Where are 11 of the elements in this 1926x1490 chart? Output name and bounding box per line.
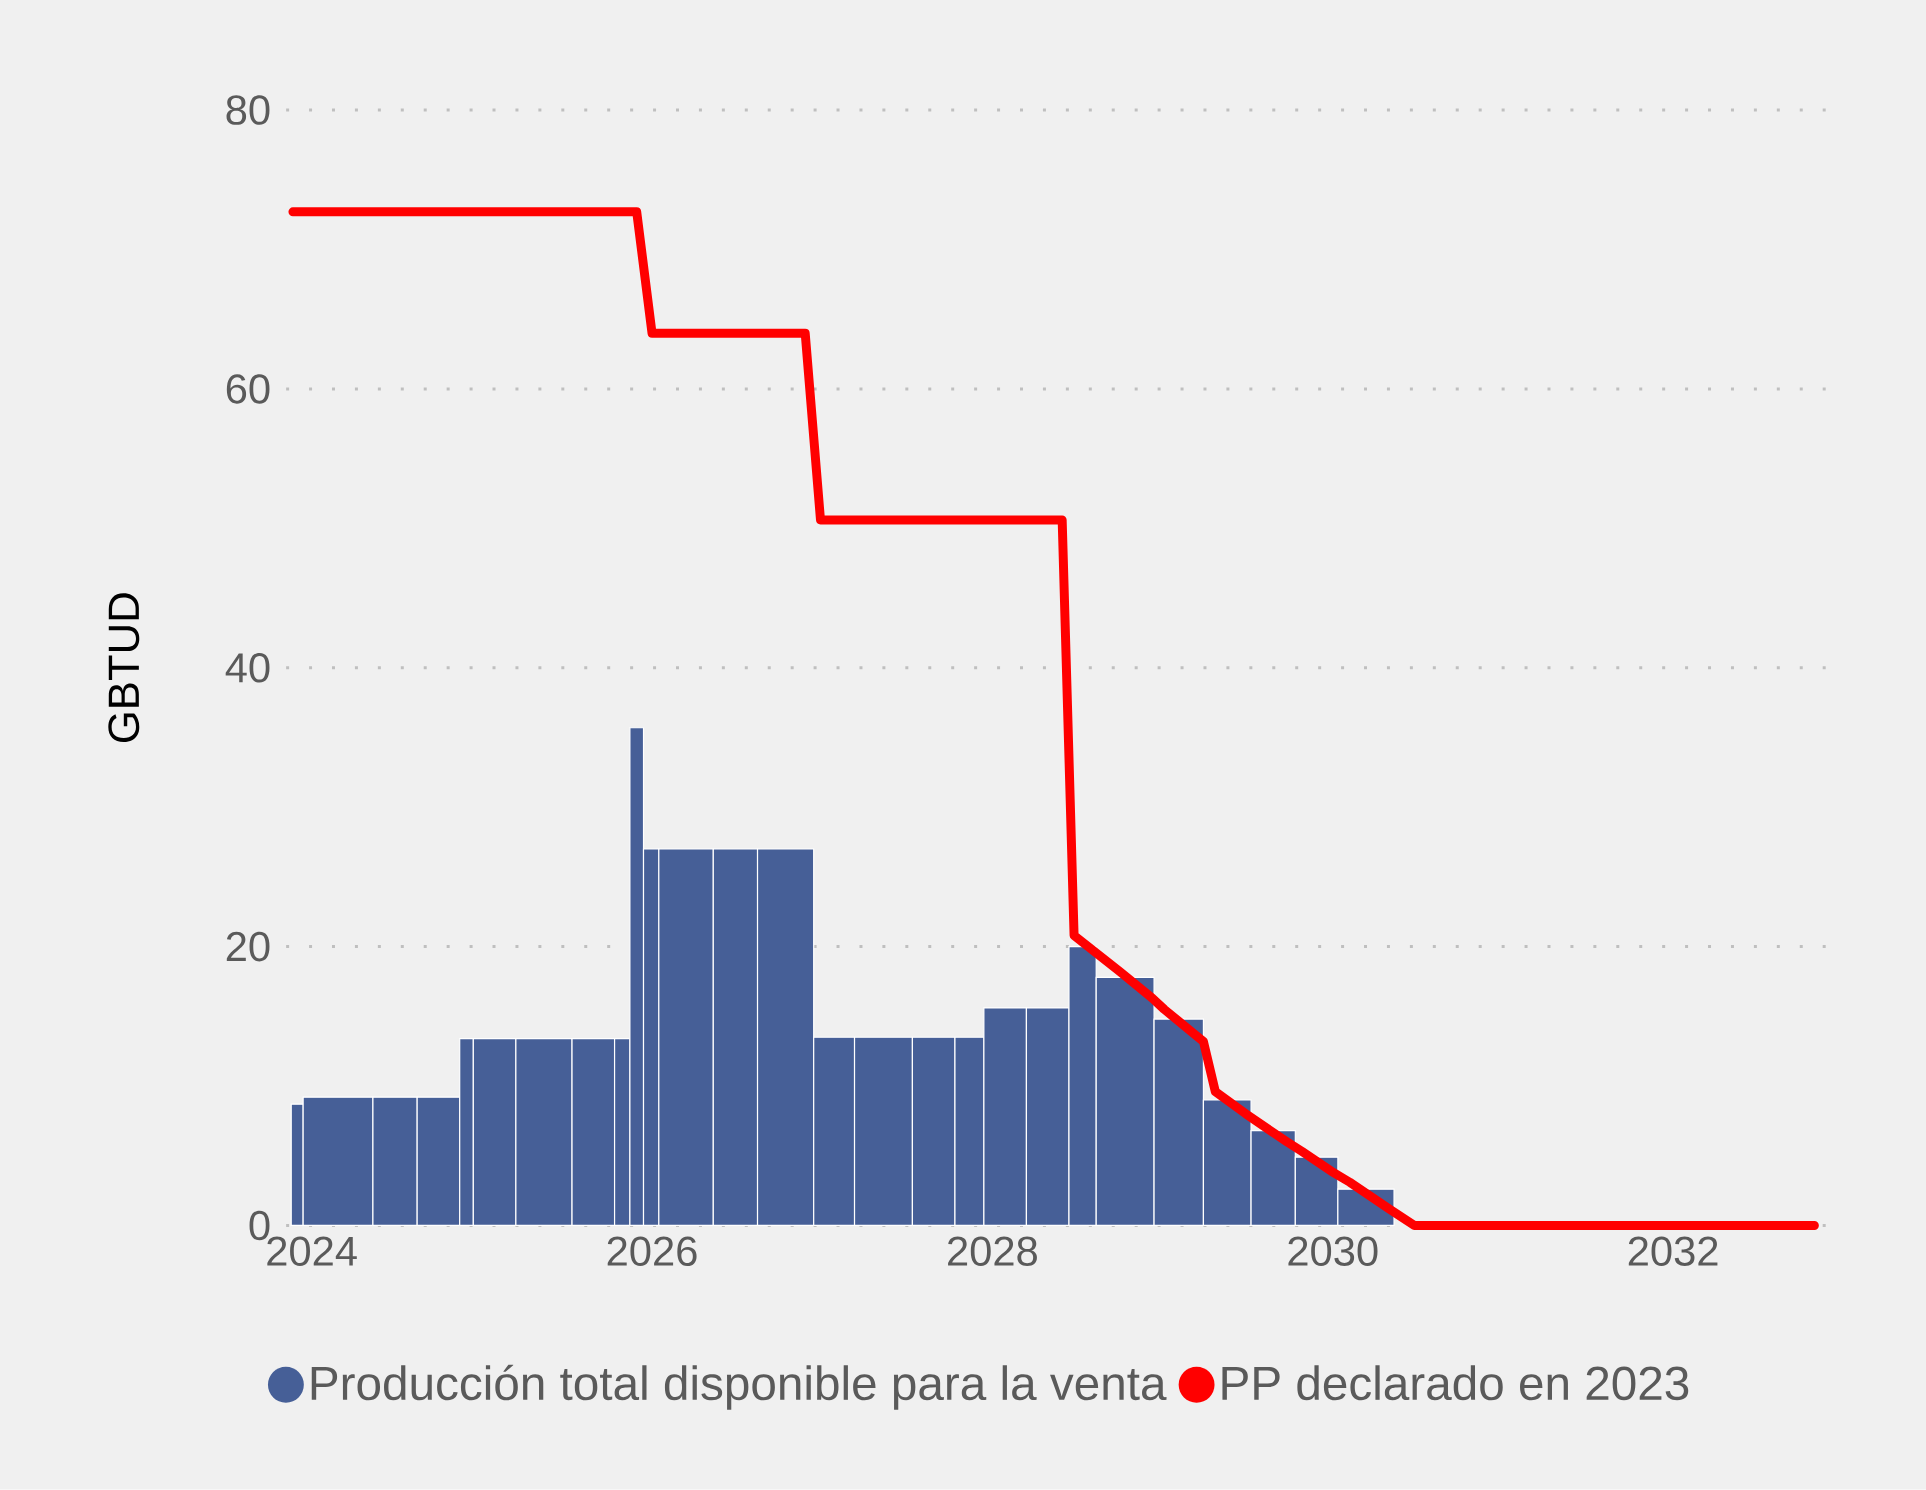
x-tick-label: 2028 <box>948 1236 1037 1267</box>
x-tick-label: 2030 <box>1288 1236 1378 1267</box>
y-tick-label: 20 <box>226 931 270 962</box>
y-tick-label: 80 <box>226 95 270 125</box>
y-axis-title: GBTUD <box>108 593 140 743</box>
legend-label: Producción total disponible para la venta <box>311 1364 1167 1410</box>
x-tick-label: 2032 <box>1628 1236 1718 1267</box>
y-tick-label: 40 <box>225 653 270 683</box>
legend-label: PP declarado en 2023 <box>1222 1365 1689 1401</box>
x-tick-label: 2026 <box>607 1236 697 1267</box>
y-tick-label: 60 <box>226 374 270 404</box>
